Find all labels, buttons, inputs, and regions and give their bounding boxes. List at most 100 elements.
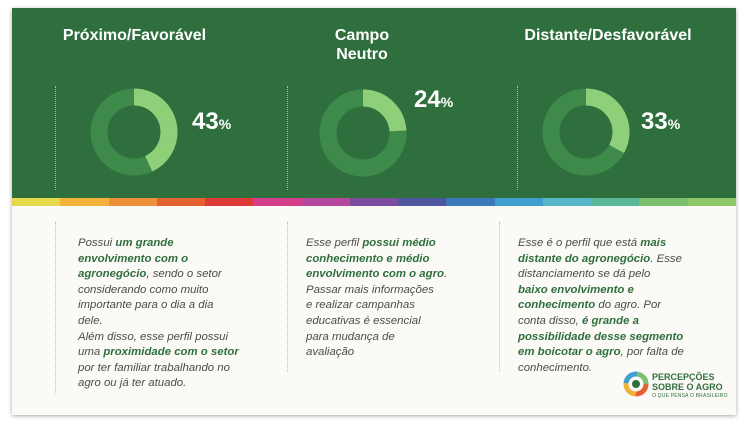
stripe-segment bbox=[542, 198, 592, 206]
description-line: conhecimento do agro. Por bbox=[518, 298, 728, 314]
description-line: conhecimento. bbox=[518, 361, 728, 377]
stripe-segment bbox=[205, 198, 254, 206]
body-text: Passar mais informações bbox=[306, 283, 434, 296]
stripe-segment bbox=[253, 198, 302, 206]
description-line: Esse é o perfil que está mais bbox=[518, 236, 728, 252]
body-text: dele. bbox=[78, 314, 103, 327]
donut-neutro-slice bbox=[319, 89, 407, 177]
title-neutro-text: Campo Neutro bbox=[334, 27, 390, 63]
stripe-segment bbox=[639, 198, 688, 206]
description-line: conhecimento e médio bbox=[306, 252, 491, 268]
title-proximo: Próximo/Favorável bbox=[62, 27, 207, 44]
stripe-segment bbox=[12, 198, 61, 206]
emphasis-text: possui médio bbox=[362, 237, 436, 249]
emphasis-text: é grande a bbox=[581, 314, 639, 327]
logo-line-3: O QUE PENSA O BRASILEIRO bbox=[652, 393, 728, 399]
donut-proximo bbox=[90, 88, 178, 176]
body-text: do agro. Por bbox=[595, 299, 662, 312]
emphasis-text: envolvimento com o agro bbox=[306, 268, 444, 281]
description-line: agronegócio, sendo o setor bbox=[78, 267, 278, 283]
pct-neutro: 24% bbox=[414, 86, 453, 114]
description-line: por ter familiar trabalhando no bbox=[78, 361, 278, 377]
title-neutro: Campo Neutro bbox=[312, 26, 412, 64]
body-text: . Esse bbox=[650, 252, 682, 265]
description-line: agro ou já ter atuado. bbox=[78, 376, 278, 392]
stripe-segment bbox=[349, 198, 399, 206]
results-panel: Próximo/Favorável Campo Neutro Distante/D… bbox=[12, 8, 736, 198]
title-distante: Distante/Desfavorável bbox=[524, 27, 692, 44]
emphasis-text: agronegócio bbox=[78, 268, 147, 281]
description-distante: Esse é o perfil que está mais distante do… bbox=[518, 236, 728, 376]
stripe-segment bbox=[398, 198, 447, 206]
pct-neutro-unit: % bbox=[440, 94, 454, 110]
body-text: Além disso, esse perfil possui bbox=[78, 330, 229, 343]
divider-bottom-2 bbox=[287, 222, 288, 372]
description-line: Além disso, esse perfil possui bbox=[78, 330, 278, 346]
description-line: baixo envolvimento e bbox=[518, 283, 728, 299]
body-text: e realizar campanhas bbox=[306, 299, 415, 312]
body-text: Esse perfil bbox=[306, 237, 363, 249]
donut-neutro bbox=[319, 89, 407, 177]
emphasis-text: envolvimento com o bbox=[78, 252, 189, 265]
description-line: avaliação bbox=[306, 345, 491, 361]
divider-top-1 bbox=[55, 86, 56, 190]
description-line: Possui um grande bbox=[78, 236, 278, 252]
emphasis-text: baixo envolvimento e bbox=[518, 283, 634, 296]
emphasis-text: distante do agronegócio bbox=[518, 252, 651, 265]
pct-proximo-unit: % bbox=[218, 116, 232, 132]
divider-top-3 bbox=[517, 86, 518, 190]
emphasis-text: um grande bbox=[115, 237, 174, 249]
logo-ring-icon bbox=[623, 371, 649, 397]
description-line: em boicotar o agro, por falta de bbox=[518, 345, 728, 361]
logo: PERCEPÇÕES SOBRE O AGRO O QUE PENSA O BR… bbox=[623, 370, 735, 406]
body-text: conhecimento. bbox=[518, 361, 593, 374]
divider-bottom-3 bbox=[499, 222, 500, 372]
description-line: considerando como muito bbox=[78, 283, 278, 299]
stripe-segment bbox=[591, 198, 640, 206]
body-text: distanciamento se dá pelo bbox=[518, 268, 651, 281]
divider-top-2 bbox=[287, 86, 288, 190]
pct-distante: 33% bbox=[641, 108, 680, 136]
stripe-segment bbox=[446, 198, 495, 206]
body-text: , por falta de bbox=[620, 346, 684, 359]
pct-neutro-value: 24 bbox=[414, 86, 441, 113]
emphasis-text: conhecimento e médio bbox=[306, 252, 430, 265]
emphasis-text: em boicotar o agro bbox=[518, 346, 621, 359]
body-text: . bbox=[443, 268, 448, 281]
slide: Próximo/Favorável Campo Neutro Distante/D… bbox=[12, 8, 736, 415]
stripe-segment bbox=[108, 198, 157, 206]
stripe-segment bbox=[156, 198, 206, 206]
description-line: para mudança de bbox=[306, 330, 491, 346]
description-line: distanciamento se dá pelo bbox=[518, 267, 728, 283]
description-line: educativas é essencial bbox=[306, 314, 491, 330]
body-text: considerando como muito bbox=[78, 283, 209, 296]
donut-proximo-slice bbox=[90, 88, 178, 176]
pct-distante-value: 33 bbox=[641, 108, 668, 135]
logo-line-1: PERCEPÇÕES bbox=[652, 372, 715, 382]
description-line: e realizar campanhas bbox=[306, 298, 491, 314]
body-text: educativas é essencial bbox=[306, 314, 421, 327]
pct-proximo-value: 43 bbox=[192, 108, 219, 135]
description-line: envolvimento com o agro. bbox=[306, 267, 491, 283]
donut-distante-slice bbox=[542, 88, 630, 176]
description-line: possibilidade desse segmento bbox=[518, 330, 728, 346]
stripe-segment bbox=[60, 198, 109, 206]
logo-line-2: SOBRE O AGRO bbox=[652, 382, 723, 392]
description-proximo: Possui um grande envolvimento com o agrone… bbox=[78, 236, 278, 392]
description-line: Passar mais informações bbox=[306, 283, 491, 299]
pct-proximo: 43% bbox=[192, 108, 231, 136]
body-text: conta disso, bbox=[518, 314, 582, 327]
emphasis-text: proximidade com o setor bbox=[103, 346, 239, 359]
body-text: importante para o dia a dia bbox=[78, 299, 214, 312]
body-text: agro ou já ter atuado. bbox=[78, 377, 187, 390]
body-text: Esse é o perfil que está bbox=[518, 237, 641, 249]
description-neutro: Esse perfil possui médio conhecimento e m… bbox=[306, 236, 491, 361]
stripe-segment bbox=[301, 198, 350, 206]
emphasis-text: possibilidade desse segmento bbox=[518, 330, 684, 343]
color-stripe bbox=[12, 198, 736, 206]
pct-distante-unit: % bbox=[667, 116, 681, 132]
description-line: importante para o dia a dia bbox=[78, 298, 278, 314]
body-text: para mudança de bbox=[306, 330, 395, 343]
body-text: Possui bbox=[78, 237, 116, 249]
body-text: uma bbox=[78, 346, 104, 359]
